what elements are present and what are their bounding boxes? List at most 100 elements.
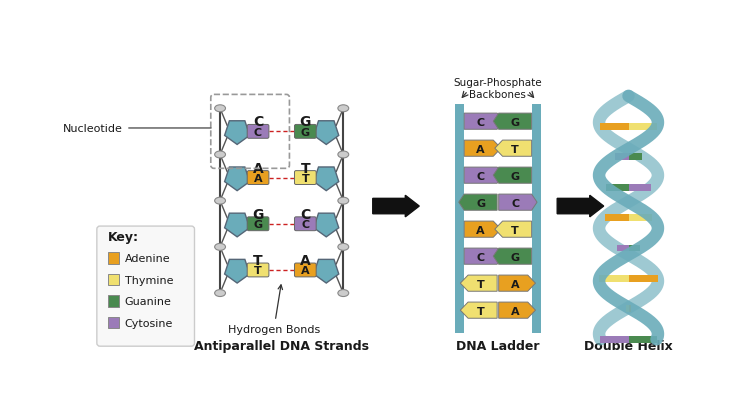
Ellipse shape (338, 106, 349, 112)
FancyBboxPatch shape (108, 274, 119, 285)
Polygon shape (499, 195, 537, 211)
Ellipse shape (214, 290, 226, 297)
Text: T: T (301, 161, 310, 175)
Text: G: G (300, 115, 311, 129)
FancyBboxPatch shape (295, 125, 316, 139)
Bar (601, 336, 628, 343)
FancyBboxPatch shape (295, 263, 316, 277)
FancyBboxPatch shape (248, 217, 269, 231)
Bar (455, 104, 464, 333)
Text: Adenine: Adenine (124, 254, 170, 263)
Text: G: G (254, 220, 262, 229)
Text: A: A (300, 253, 310, 267)
Ellipse shape (338, 290, 349, 297)
Text: Antiparallel DNA Strands: Antiparallel DNA Strands (194, 339, 369, 353)
Text: A: A (511, 306, 520, 316)
Polygon shape (499, 275, 536, 292)
Ellipse shape (338, 244, 349, 251)
Polygon shape (459, 195, 497, 211)
Text: T: T (477, 279, 484, 289)
FancyBboxPatch shape (248, 125, 269, 139)
Polygon shape (495, 141, 532, 157)
Bar (628, 275, 658, 282)
Polygon shape (464, 168, 503, 184)
Text: G: G (476, 198, 485, 208)
FancyArrow shape (373, 196, 419, 217)
Text: Sugar-Phosphate
Backbones: Sugar-Phosphate Backbones (454, 78, 542, 100)
Text: C: C (476, 117, 484, 127)
Text: T: T (512, 225, 519, 235)
Bar (628, 306, 631, 312)
Polygon shape (494, 249, 532, 265)
Bar (628, 245, 640, 252)
Polygon shape (460, 275, 497, 292)
Polygon shape (224, 213, 250, 237)
Bar (599, 275, 628, 282)
FancyArrow shape (557, 196, 604, 217)
Text: Guanine: Guanine (124, 297, 172, 306)
Text: C: C (302, 220, 310, 229)
Ellipse shape (338, 198, 349, 204)
Polygon shape (314, 213, 339, 237)
FancyBboxPatch shape (295, 171, 316, 185)
Polygon shape (224, 168, 250, 191)
Text: T: T (302, 173, 309, 184)
Text: DNA Ladder: DNA Ladder (456, 339, 540, 353)
Text: C: C (253, 115, 263, 129)
Text: T: T (254, 253, 262, 267)
Text: Thymine: Thymine (124, 275, 173, 285)
Bar (600, 124, 628, 130)
Text: C: C (476, 252, 484, 262)
Bar (628, 215, 652, 222)
FancyBboxPatch shape (295, 217, 316, 231)
Bar (628, 184, 651, 191)
FancyBboxPatch shape (108, 296, 119, 307)
Bar (604, 215, 628, 222)
Bar (626, 306, 628, 312)
FancyBboxPatch shape (248, 171, 269, 185)
Ellipse shape (338, 152, 349, 159)
Text: G: G (511, 252, 520, 262)
Polygon shape (464, 222, 501, 238)
FancyBboxPatch shape (108, 253, 119, 264)
Text: A: A (511, 279, 520, 289)
Bar (532, 104, 541, 333)
Polygon shape (464, 114, 503, 130)
Polygon shape (495, 222, 532, 238)
Bar (615, 154, 628, 161)
Text: Key:: Key: (108, 230, 139, 243)
FancyBboxPatch shape (97, 227, 194, 346)
Text: A: A (476, 225, 485, 235)
Text: C: C (300, 207, 310, 221)
Text: G: G (252, 207, 264, 221)
Text: T: T (512, 144, 519, 154)
Ellipse shape (214, 152, 226, 159)
Text: G: G (511, 171, 520, 181)
Text: T: T (477, 306, 484, 316)
Bar (464, 104, 532, 333)
Text: Double Helix: Double Helix (584, 339, 673, 353)
Text: G: G (511, 117, 520, 127)
Text: C: C (476, 171, 484, 181)
Polygon shape (494, 168, 532, 184)
Text: A: A (253, 161, 263, 175)
Polygon shape (314, 121, 339, 145)
Polygon shape (464, 141, 501, 157)
Bar (628, 336, 656, 343)
Bar (606, 184, 628, 191)
Text: T: T (254, 266, 262, 276)
Bar (628, 124, 657, 130)
Text: C: C (254, 128, 262, 137)
Polygon shape (494, 114, 532, 130)
Ellipse shape (214, 106, 226, 112)
Text: G: G (301, 128, 310, 137)
Text: A: A (301, 266, 310, 276)
Text: A: A (254, 173, 262, 184)
Text: Nucleotide: Nucleotide (63, 124, 211, 134)
Polygon shape (464, 249, 503, 265)
Text: Hydrogen Bonds: Hydrogen Bonds (228, 285, 320, 334)
Polygon shape (499, 302, 536, 319)
Polygon shape (314, 260, 339, 283)
FancyBboxPatch shape (108, 317, 119, 329)
Ellipse shape (214, 198, 226, 204)
